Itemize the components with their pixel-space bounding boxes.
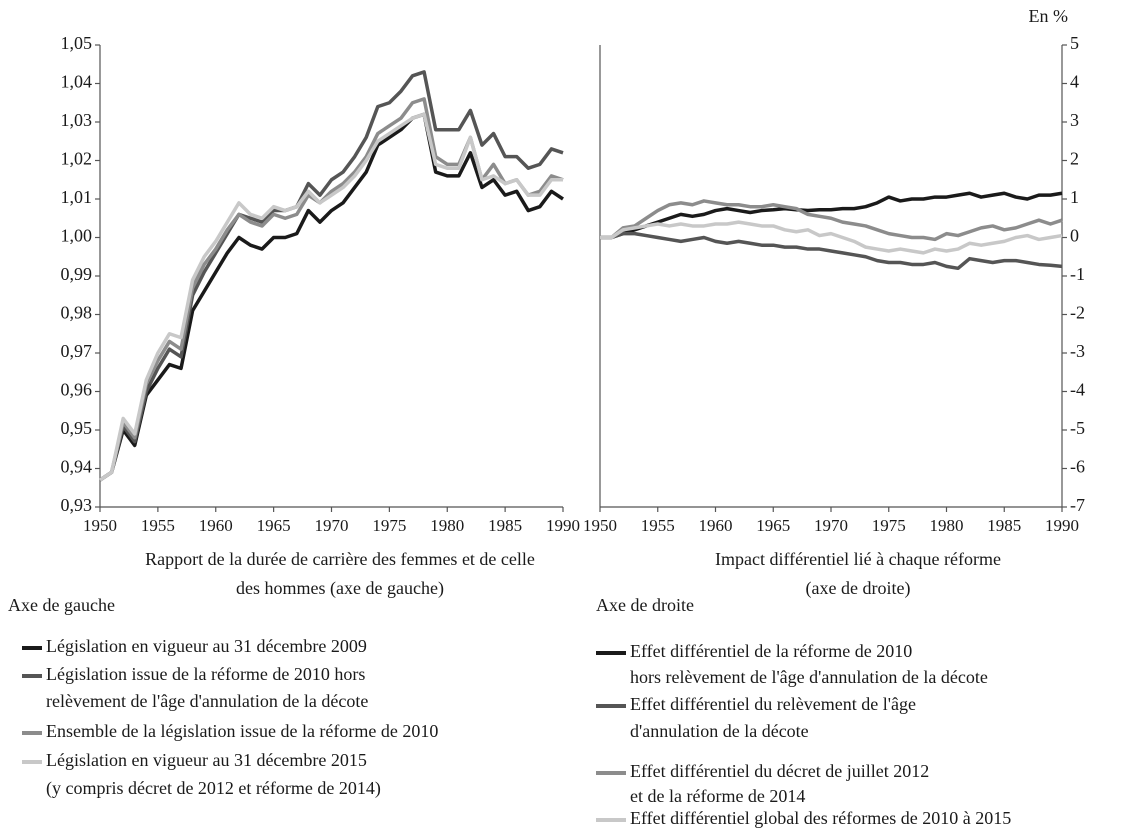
y-tick-label: -6 (1070, 457, 1085, 477)
data-line (99, 70, 564, 482)
data-line (99, 112, 564, 482)
y-tick-label: 0,94 (61, 457, 93, 477)
legend-label: Législation issue de la réforme de 2010 … (46, 664, 365, 684)
x-tick-label: 1985 (987, 516, 1021, 535)
data-line (600, 231, 1063, 271)
x-tick-label: 1965 (257, 516, 291, 535)
x-tick-label: 1960 (199, 516, 233, 535)
y-tick-label: 1,00 (61, 226, 93, 246)
x-tick-label: 1955 (141, 516, 175, 535)
y-tick-label: 1,02 (61, 149, 93, 169)
x-axis-label: Rapport de la durée de carrière des femm… (145, 549, 535, 569)
legend-label: et de la réforme de 2014 (630, 786, 805, 806)
legend-title: Axe de droite (596, 595, 694, 615)
data-line (99, 112, 563, 482)
y-tick-label: 0,96 (61, 380, 93, 400)
x-tick-label: 1990 (1045, 516, 1079, 535)
y-tick-label: 1,03 (61, 110, 93, 130)
y-tick-label: 1 (1070, 187, 1079, 207)
y-tick-label: 1,01 (61, 187, 93, 207)
y-tick-label: -2 (1070, 303, 1085, 323)
data-line (600, 220, 1063, 255)
legend-label: Ensemble de la législation issue de la r… (46, 721, 438, 741)
legend-label: (y compris décret de 2012 et réforme de … (46, 778, 381, 799)
x-tick-label: 1980 (430, 516, 464, 535)
y-tick-label: 0 (1070, 226, 1079, 246)
x-tick-label: 1955 (641, 516, 675, 535)
x-tick-label: 1960 (699, 516, 733, 535)
legend-label: Législation en vigueur au 31 décembre 20… (46, 750, 367, 770)
y-tick-label: 1,05 (61, 33, 93, 53)
y-tick-label: 0,95 (61, 418, 93, 438)
legend-label: Effet différentiel du décret de juillet … (630, 761, 929, 781)
x-tick-label: 1965 (756, 516, 790, 535)
y-tick-label: 0,97 (61, 341, 93, 361)
y-tick-label: 0,93 (61, 495, 93, 515)
y-tick-label: 0,98 (61, 303, 93, 323)
x-tick-label: 1970 (814, 516, 848, 535)
legend-label: hors relèvement de l'âge d'annulation de… (630, 667, 988, 687)
data-line (600, 199, 1063, 242)
legend-label: Effet différentiel de la réforme de 2010 (630, 641, 912, 661)
x-tick-label: 1970 (315, 516, 349, 535)
y-tick-label: -7 (1070, 495, 1085, 515)
y-tick-label: -3 (1070, 341, 1085, 361)
x-axis-label: (axe de droite) (806, 578, 911, 599)
legend-label: Effet différentiel global des réformes d… (630, 808, 1011, 828)
legend-label: Effet différentiel du relèvement de l'âg… (630, 694, 916, 714)
x-tick-label: 1985 (488, 516, 522, 535)
data-line (99, 97, 564, 482)
y-tick-label: 1,04 (61, 72, 93, 92)
y-tick-label: 4 (1070, 72, 1079, 92)
data-line (600, 191, 1063, 240)
y-tick-label: 2 (1070, 149, 1079, 169)
x-tick-label: 1975 (872, 516, 906, 535)
legend-title: Axe de gauche (8, 595, 115, 615)
y-tick-label: 0,99 (61, 264, 93, 284)
y-tick-label: -5 (1070, 418, 1085, 438)
x-tick-label: 1980 (930, 516, 964, 535)
x-axis-label: Impact différentiel lié à chaque réforme (715, 549, 1001, 569)
y-tick-label: 5 (1070, 33, 1079, 53)
y-tick-label: 3 (1070, 110, 1079, 130)
y-tick-label: -1 (1070, 264, 1085, 284)
legend-label: Législation en vigueur au 31 décembre 20… (46, 636, 367, 656)
x-tick-label: 1990 (546, 516, 580, 535)
x-tick-label: 1950 (583, 516, 617, 535)
y-tick-label: -4 (1070, 380, 1085, 400)
unit-label: En % (1029, 6, 1069, 26)
x-tick-label: 1975 (372, 516, 406, 535)
x-tick-label: 1950 (83, 516, 117, 535)
legend-label: relèvement de l'âge d'annulation de la d… (46, 691, 368, 711)
legend-label: d'annulation de la décote (630, 721, 809, 741)
x-axis-label: des hommes (axe de gauche) (236, 578, 444, 599)
